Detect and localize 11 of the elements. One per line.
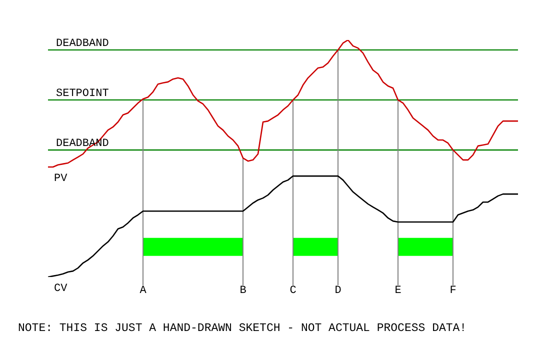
x-tick-label: B: [240, 284, 247, 297]
ref-line-label: DEADBAND: [56, 38, 110, 50]
ref-line-label: SETPOINT: [56, 88, 110, 100]
x-tick-label: D: [334, 284, 342, 297]
text: NOTE: THIS IS JUST A HAND-DRAWN SKETCH - NOT ACTUAL PROCESS DATA!: [17, 322, 468, 335]
series-label: PV: [54, 173, 68, 186]
x-tick-label: F: [450, 284, 456, 297]
x-tick-label: A: [140, 284, 147, 297]
series-label: CV: [54, 283, 68, 295]
x-tick-label: E: [394, 284, 402, 297]
x-tick-label: C: [290, 284, 297, 297]
